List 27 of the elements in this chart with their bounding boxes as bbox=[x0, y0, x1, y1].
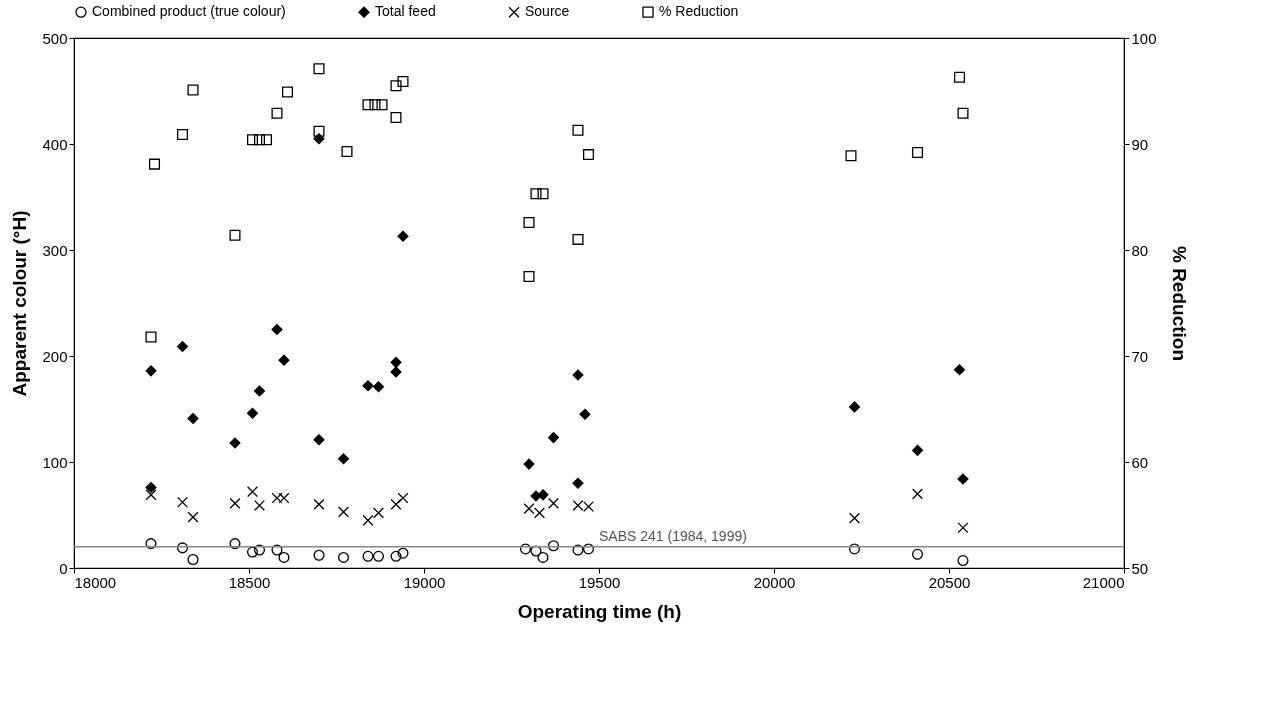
y-tick-label: 0 bbox=[59, 559, 68, 577]
legend-label: Total feed bbox=[375, 3, 436, 20]
x-tick-label: 19000 bbox=[403, 573, 446, 591]
legend-label: % Reduction bbox=[659, 3, 739, 20]
x-axis-title: Operating time (h) bbox=[517, 600, 682, 622]
y2-tick-label: 60 bbox=[1131, 453, 1149, 471]
x-tick-label: 21000 bbox=[1082, 573, 1125, 591]
y-tick-label: 200 bbox=[42, 347, 68, 365]
y-tick-label: 100 bbox=[42, 453, 68, 471]
x-tick-label: 20500 bbox=[928, 573, 971, 591]
x-tick-label: 20000 bbox=[753, 573, 796, 591]
y-tick-label: 500 bbox=[42, 29, 68, 47]
y2-tick-label: 90 bbox=[1131, 135, 1149, 153]
y-tick-label: 400 bbox=[42, 135, 68, 153]
y2-tick-label: 70 bbox=[1131, 347, 1149, 365]
y2-tick-label: 100 bbox=[1131, 29, 1157, 47]
x-tick-label: 19500 bbox=[578, 573, 621, 591]
x-tick-label: 18000 bbox=[74, 573, 117, 591]
legend-label: Combined product (true colour) bbox=[92, 3, 286, 20]
y2-tick-label: 80 bbox=[1131, 241, 1149, 259]
y-axis-title: Apparent colour (°H) bbox=[9, 210, 31, 397]
y2-tick-label: 50 bbox=[1131, 559, 1149, 577]
y-tick-label: 300 bbox=[42, 241, 68, 259]
y2-axis-title: % Reduction bbox=[1168, 245, 1190, 362]
ref-line-label: SABS 241 (1984, 1999) bbox=[599, 527, 747, 544]
x-tick-label: 18500 bbox=[228, 573, 271, 591]
legend-label: Source bbox=[525, 3, 570, 20]
